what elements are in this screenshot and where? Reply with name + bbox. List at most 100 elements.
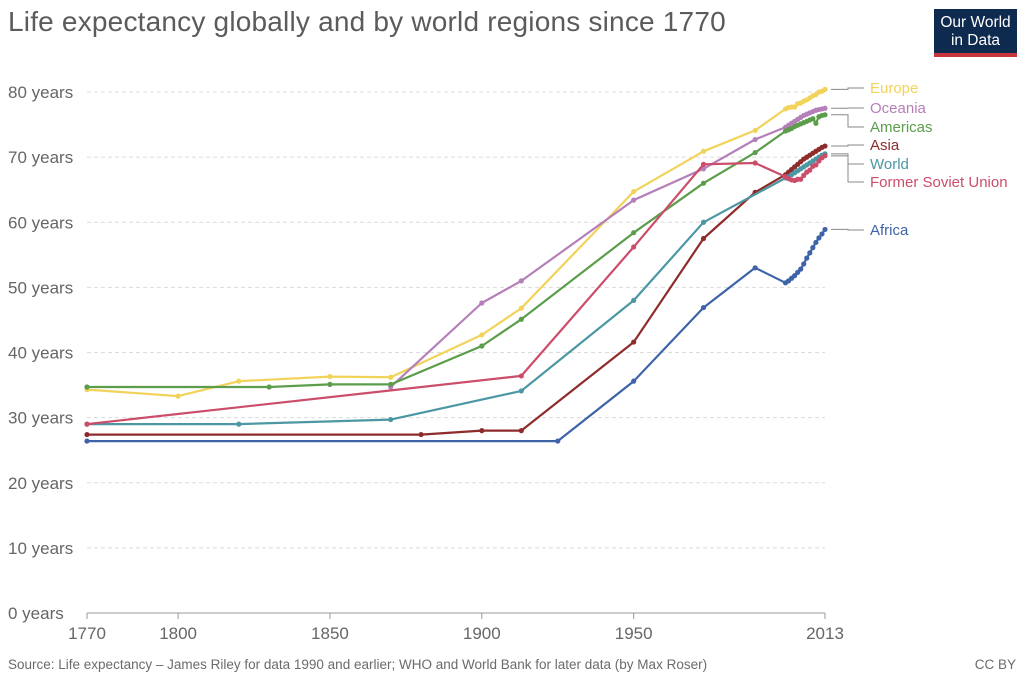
data-point[interactable] — [518, 278, 524, 284]
data-point[interactable] — [816, 235, 822, 241]
data-point[interactable] — [631, 230, 637, 236]
legend-label-oceania[interactable]: Oceania — [870, 100, 927, 117]
data-point[interactable] — [555, 438, 561, 444]
data-point[interactable] — [700, 180, 707, 186]
data-point[interactable] — [518, 388, 524, 394]
data-point[interactable] — [631, 297, 637, 303]
data-point[interactable] — [822, 153, 828, 159]
data-point[interactable] — [518, 305, 524, 311]
y-tick-label: 60 years — [8, 213, 73, 232]
data-point[interactable] — [752, 265, 758, 271]
data-point[interactable] — [752, 160, 758, 166]
data-point[interactable] — [700, 148, 707, 154]
data-point[interactable] — [631, 189, 637, 195]
data-point[interactable] — [822, 105, 828, 111]
data-point[interactable] — [813, 162, 819, 168]
data-point[interactable] — [84, 438, 90, 444]
data-point[interactable] — [518, 373, 524, 379]
series-world[interactable] — [84, 151, 828, 427]
data-point[interactable] — [327, 381, 333, 388]
axes: 0 years 10 years 20 years 30 years 40 years 5… — [8, 83, 844, 643]
data-point[interactable] — [631, 339, 637, 345]
legend-label-world[interactable]: World — [870, 156, 909, 173]
y-tick-label: 20 years — [8, 474, 73, 493]
data-point[interactable] — [798, 176, 804, 182]
data-point[interactable] — [84, 431, 90, 438]
data-point[interactable] — [792, 104, 798, 110]
data-point[interactable] — [813, 120, 819, 126]
data-point[interactable] — [700, 161, 707, 167]
data-point[interactable] — [752, 136, 758, 143]
series-oceania[interactable] — [388, 105, 828, 390]
data-point[interactable] — [822, 226, 828, 233]
data-point[interactable] — [388, 416, 394, 423]
owid-logo[interactable]: Our World in Data — [934, 9, 1017, 57]
data-point[interactable] — [807, 167, 813, 173]
x-tick-label: 1850 — [311, 624, 349, 643]
data-point[interactable] — [700, 219, 707, 225]
data-point[interactable] — [236, 378, 242, 384]
series-line-former-soviet-union[interactable] — [86, 154, 826, 426]
data-point[interactable] — [700, 235, 707, 242]
y-tick-label: 0 years — [8, 604, 64, 623]
series-africa[interactable] — [84, 226, 828, 444]
series-former-soviet-union[interactable] — [84, 153, 828, 427]
data-point[interactable] — [84, 384, 90, 390]
data-point[interactable] — [631, 244, 637, 250]
x-tick-label: 1950 — [615, 624, 653, 643]
data-point[interactable] — [822, 112, 828, 118]
data-point[interactable] — [479, 343, 485, 349]
data-point[interactable] — [752, 127, 758, 134]
data-point[interactable] — [175, 393, 181, 399]
data-point[interactable] — [819, 231, 825, 237]
data-point[interactable] — [479, 428, 485, 434]
series-line-europe[interactable] — [86, 88, 826, 398]
data-point[interactable] — [518, 316, 524, 322]
data-point[interactable] — [479, 332, 485, 338]
series-europe[interactable] — [84, 86, 828, 399]
legend-leader-asia — [831, 144, 864, 147]
x-tick-label: 1770 — [68, 624, 106, 643]
legend-leader-americas — [831, 114, 864, 128]
data-point[interactable] — [236, 421, 242, 427]
data-point[interactable] — [798, 266, 804, 272]
data-point[interactable] — [631, 378, 637, 384]
data-point[interactable] — [810, 116, 816, 122]
data-point[interactable] — [801, 172, 807, 178]
legend-label-africa[interactable]: Africa — [870, 222, 909, 239]
data-point[interactable] — [807, 250, 813, 256]
data-point[interactable] — [801, 261, 807, 267]
data-point[interactable] — [813, 239, 819, 246]
data-point[interactable] — [327, 373, 333, 380]
data-point[interactable] — [792, 273, 798, 279]
series-asia[interactable] — [84, 143, 828, 438]
series-americas[interactable] — [84, 112, 828, 390]
data-point[interactable] — [631, 197, 637, 203]
data-point[interactable] — [518, 428, 524, 434]
data-point[interactable] — [795, 269, 801, 275]
data-point[interactable] — [700, 166, 707, 172]
data-point[interactable] — [479, 300, 485, 306]
data-point[interactable] — [822, 86, 828, 92]
data-point[interactable] — [388, 374, 394, 380]
legend-label-asia[interactable]: Asia — [870, 137, 900, 154]
legend-label-europe[interactable]: Europe — [870, 80, 918, 97]
data-point[interactable] — [810, 245, 816, 251]
data-point[interactable] — [804, 255, 810, 261]
data-point[interactable] — [84, 421, 90, 427]
license-link[interactable]: CC BY — [974, 657, 1016, 672]
data-point[interactable] — [752, 149, 758, 156]
data-point[interactable] — [816, 158, 822, 164]
y-tick-label: 40 years — [8, 344, 73, 363]
y-tick-label: 80 years — [8, 83, 73, 102]
series-line-africa[interactable] — [87, 228, 826, 443]
data-point[interactable] — [266, 384, 272, 390]
data-point[interactable] — [822, 143, 828, 149]
data-point[interactable] — [418, 431, 424, 438]
legend-label-americas[interactable]: Americas — [870, 119, 933, 136]
data-point[interactable] — [388, 381, 394, 388]
data-point[interactable] — [700, 304, 707, 311]
legend-label-former-soviet-union[interactable]: Former Soviet Union — [870, 174, 1008, 191]
source-note: Source: Life expectancy – James Riley fo… — [8, 657, 708, 672]
logo-line-2: in Data — [950, 32, 1001, 49]
